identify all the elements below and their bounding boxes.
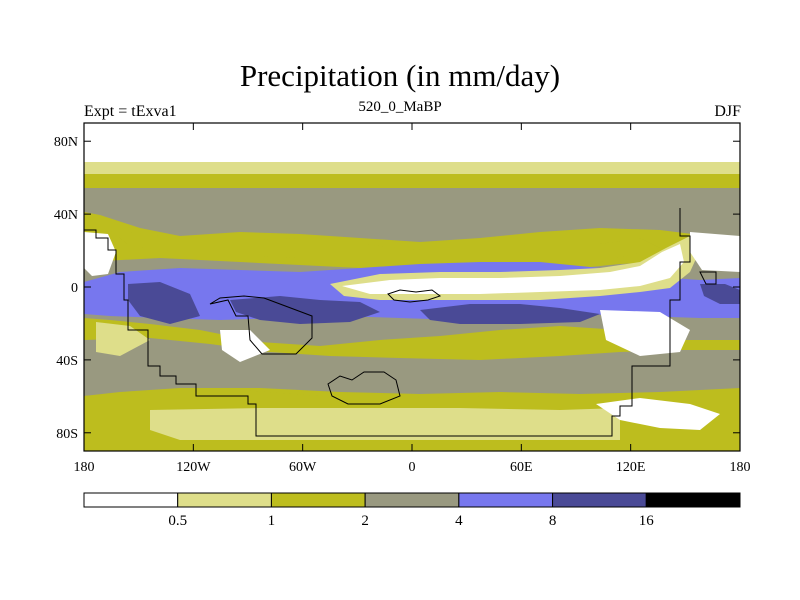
x-tick-label-2: 60W [289,460,317,475]
outline-main-continent [84,208,691,437]
arctic-olive-band [84,174,740,188]
y-axis: 80N 40N 0 40S 80S [54,135,740,442]
west-dry-south [96,322,150,356]
arctic-light-band [84,162,740,174]
colorbar-label-0: 0.5 [168,513,187,529]
colorbar-label-4: 8 [549,513,557,529]
east-dry-north [690,232,740,272]
colorbar-label-5: 16 [639,513,655,529]
outline-east-island [699,271,717,285]
x-tick-label-5: 120E [616,460,646,475]
colorbar-box-5 [552,492,647,508]
y-tick-label-0: 80N [54,135,78,150]
x-tick-label-1: 120W [176,460,211,475]
y-tick-label-4: 80S [56,427,78,442]
east-dry-south [600,310,690,356]
y-tick-label-3: 40S [56,354,78,369]
core-central [230,296,380,324]
continent-outlines [84,208,717,437]
colorbar: 0.5 1 2 4 8 16 [83,492,741,529]
x-tick-label-4: 60E [510,460,533,475]
outline-south-island [327,371,401,405]
core-far-east [700,284,740,304]
experiment-label: Expt = tExva1 [84,103,177,120]
period-label: 520_0_MaBP [358,99,442,115]
subtropical-dry-south [220,330,270,362]
antarctic-light [150,408,620,440]
x-tick-label-0: 180 [74,460,95,475]
core-west [128,282,200,324]
colorbar-box-3 [364,492,460,508]
outline-central-block [209,295,313,355]
core-east [420,304,600,324]
colorbar-box-0 [83,492,179,508]
colorbar-box-1 [177,492,272,508]
chart-title: Precipitation (in mm/day) [239,58,561,93]
x-tick-label-3: 0 [409,460,416,475]
colorbar-box-4 [458,492,554,508]
colorbar-box-2 [270,492,366,508]
precipitation-field [84,123,740,451]
colorbar-box-6 [645,492,741,508]
x-axis: 180 120W 60W 0 60E 120E 180 [74,123,751,475]
colorbar-label-3: 4 [455,513,463,529]
north-storm-track [84,188,740,242]
colorbar-label-2: 2 [361,513,369,529]
colorbar-label-1: 1 [268,513,276,529]
y-tick-label-1: 40N [54,208,78,223]
x-tick-label-6: 180 [730,460,751,475]
outline-equatorial-island [387,289,442,303]
y-tick-label-2: 0 [71,281,78,296]
season-label: DJF [714,103,741,120]
north-dry-tongue [342,244,684,294]
north-olive-tongue [110,230,660,266]
